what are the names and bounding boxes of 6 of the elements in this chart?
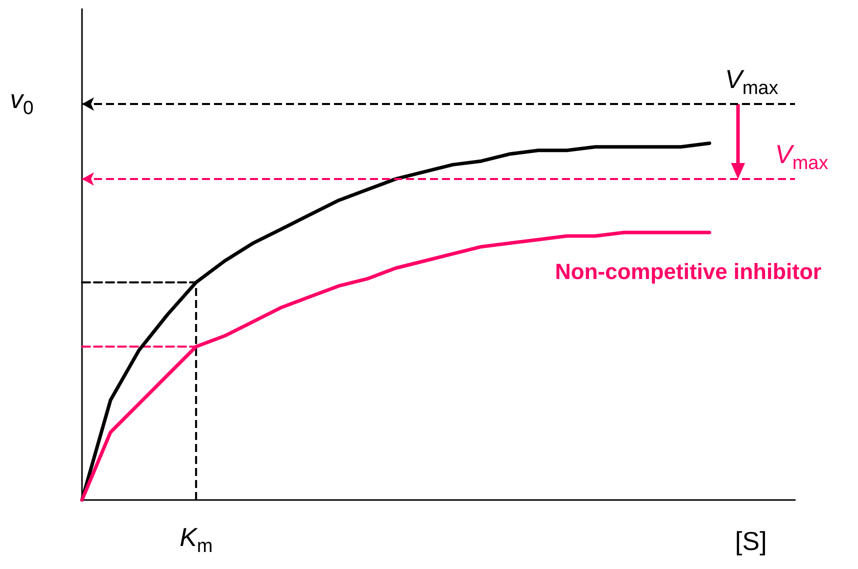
series-label: Non-competitive inhibitor [555,258,822,284]
ref-line-label: V$_{max}$ [725,64,778,100]
x-axis-title: [S] [735,526,767,556]
ref-line-label: V$_{max}$ [775,138,828,174]
y-axis-title: v$_{0}$ [10,84,34,120]
text: K$_{m}$ [180,522,213,558]
